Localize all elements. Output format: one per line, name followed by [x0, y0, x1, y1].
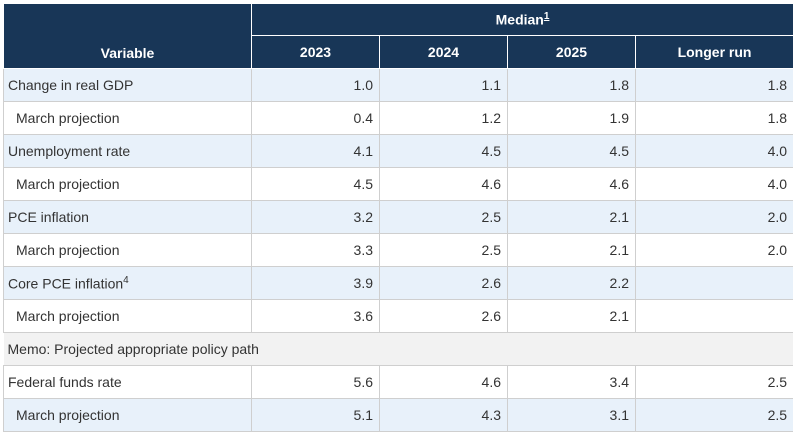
value-cell: 5.1 — [252, 399, 380, 432]
row-label-text: Federal funds rate — [8, 374, 122, 390]
row-label: March projection — [4, 234, 252, 267]
median-label: Median — [496, 12, 544, 28]
row-label: Federal funds rate — [4, 366, 252, 399]
memo-row: Memo: Projected appropriate policy path — [4, 333, 793, 366]
median-footnote-link[interactable]: 1 — [544, 11, 550, 22]
projections-table: Variable Median1 2023 2024 2025 Longer r… — [3, 3, 793, 432]
row-label-text: PCE inflation — [8, 209, 89, 225]
value-cell: 3.3 — [252, 234, 380, 267]
value-cell: 1.8 — [508, 69, 636, 102]
value-cell: 1.8 — [636, 102, 793, 135]
value-cell: 2.6 — [380, 267, 508, 300]
value-cell: 3.4 — [508, 366, 636, 399]
value-cell: 2.5 — [636, 366, 793, 399]
value-cell: 2.0 — [636, 234, 793, 267]
variable-column-header: Variable — [4, 4, 252, 69]
value-cell: 2.1 — [508, 201, 636, 234]
value-cell: 2.2 — [508, 267, 636, 300]
value-cell: 4.5 — [380, 135, 508, 168]
row-label-text: March projection — [16, 110, 120, 126]
value-cell: 2.5 — [380, 201, 508, 234]
value-cell: 2.1 — [508, 300, 636, 333]
row-label-text: Unemployment rate — [8, 143, 130, 159]
value-cell: 4.1 — [252, 135, 380, 168]
column-header-2025: 2025 — [508, 36, 636, 69]
value-cell: 4.5 — [252, 168, 380, 201]
value-cell: 3.1 — [508, 399, 636, 432]
column-header-2024: 2024 — [380, 36, 508, 69]
row-label: March projection — [4, 300, 252, 333]
row-label: Unemployment rate — [4, 135, 252, 168]
value-cell: 2.5 — [380, 234, 508, 267]
row-label-text: Core PCE inflation — [8, 275, 123, 291]
row-label-text: March projection — [16, 308, 120, 324]
value-cell: 4.0 — [636, 135, 793, 168]
value-cell: 3.6 — [252, 300, 380, 333]
value-cell: 5.6 — [252, 366, 380, 399]
value-cell: 2.5 — [636, 399, 793, 432]
value-cell: 2.0 — [636, 201, 793, 234]
column-header-2023: 2023 — [252, 36, 380, 69]
value-cell: 3.9 — [252, 267, 380, 300]
value-cell: 4.6 — [508, 168, 636, 201]
footnote-marker: 4 — [123, 275, 129, 286]
row-label: March projection — [4, 168, 252, 201]
value-cell: 0.4 — [252, 102, 380, 135]
value-cell — [636, 300, 793, 333]
value-cell: 1.2 — [380, 102, 508, 135]
table-header: Variable Median1 2023 2024 2025 Longer r… — [4, 4, 793, 69]
value-cell: 1.8 — [636, 69, 793, 102]
value-cell: 1.0 — [252, 69, 380, 102]
row-label: March projection — [4, 102, 252, 135]
row-label: Core PCE inflation4 — [4, 267, 252, 300]
row-label: Change in real GDP — [4, 69, 252, 102]
value-cell — [636, 267, 793, 300]
value-cell: 4.0 — [636, 168, 793, 201]
median-group-header: Median1 — [252, 4, 793, 36]
value-cell: 1.1 — [380, 69, 508, 102]
row-label: March projection — [4, 399, 252, 432]
memo-label: Memo: Projected appropriate policy path — [4, 333, 793, 366]
value-cell: 4.5 — [508, 135, 636, 168]
row-label-text: March projection — [16, 242, 120, 258]
value-cell: 4.3 — [380, 399, 508, 432]
column-header-longer-run: Longer run — [636, 36, 793, 69]
row-label-text: March projection — [16, 176, 120, 192]
value-cell: 4.6 — [380, 366, 508, 399]
value-cell: 1.9 — [508, 102, 636, 135]
value-cell: 3.2 — [252, 201, 380, 234]
value-cell: 2.1 — [508, 234, 636, 267]
row-label: PCE inflation — [4, 201, 252, 234]
row-label-text: Change in real GDP — [8, 77, 133, 93]
value-cell: 2.6 — [380, 300, 508, 333]
value-cell: 4.6 — [380, 168, 508, 201]
row-label-text: March projection — [16, 407, 120, 423]
